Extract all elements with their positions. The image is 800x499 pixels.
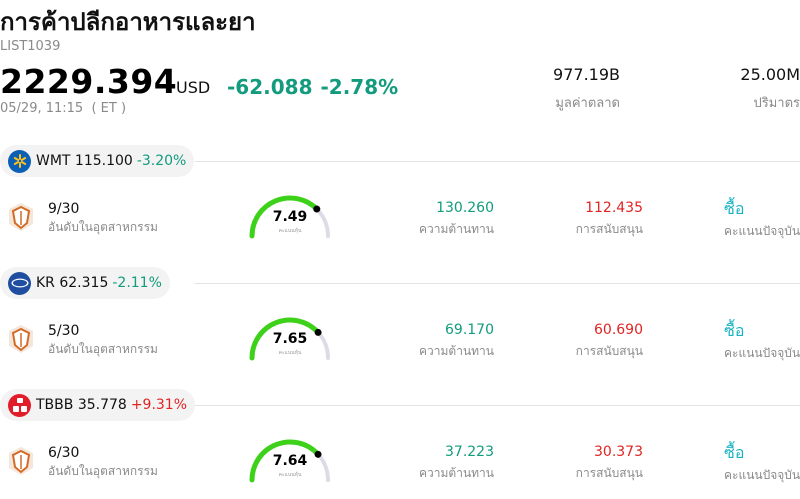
change-value: -62.088 [227,75,313,99]
price-change: -62.088 -2.78% [227,75,398,99]
industry-rank-label: อันดับในอุตสาหกรรม [48,464,158,478]
stock-change: -2.11% [112,275,162,291]
support-label: การสนับสนุน [575,222,643,236]
row-divider [195,283,800,284]
stock-ticker: KR 62.315 [36,275,109,291]
rating-label: คะแนนปัจจุบัน [724,224,800,238]
stock-pill-wmt[interactable]: WMT 115.100 -3.20% [0,145,195,177]
rating-buy[interactable]: ซื้อ [724,199,745,218]
index-price: 2229.394 [0,62,178,101]
gauge-marker [314,450,322,458]
rating-label: คะแนนปัจจุบัน [724,468,800,482]
market-cap-stat: 977.19B มูลค่าตลาด [553,65,620,113]
stock-ticker: TBBB 35.778 [36,397,127,413]
gauge-marker [314,328,322,336]
industry-rank: 5/30 [48,323,80,339]
rating-buy[interactable]: ซื้อ [724,443,745,462]
rating-label: คะแนนปัจจุบัน [724,346,800,360]
company-logo [8,149,31,173]
rank-shield-icon [8,324,34,354]
gauge-marker [313,205,321,213]
stock-pill-kr[interactable]: KR 62.315 -2.11% [0,267,170,299]
support-value: 112.435 [585,200,643,216]
industry-rank-label: อันดับในอุตสาหกรรม [48,220,158,234]
industry-rank-label: อันดับในอุตสาหกรรม [48,342,158,356]
score-gauge [249,317,330,361]
volume-stat: 25.00M ปริมาตร [740,65,800,113]
volume-label: ปริมาตร [753,96,800,111]
stock-score-caption: คะแนนหุ้น [278,472,302,478]
rank-shield-icon [8,202,34,232]
support-label: การสนับสนุน [575,344,643,358]
row-divider [195,161,800,162]
rank-shield-icon [8,446,34,476]
industry-rank: 6/30 [48,445,80,461]
gauge-fill [249,195,320,239]
company-logo [8,393,31,417]
rating-buy[interactable]: ซื้อ [724,321,745,340]
resistance-label: ความต้านทาน [419,344,494,358]
stock-pill-tbbb[interactable]: TBBB 35.778 +9.31% [0,389,196,421]
stock-change: +9.31% [130,397,188,413]
resistance-value: 69.170 [445,322,494,338]
industry-rank: 9/30 [48,201,80,217]
stock-score: 7.49 [272,209,308,225]
change-percent: -2.78% [320,75,399,99]
resistance-value: 37.223 [445,444,494,460]
stock-score-caption: คะแนนหุ้น [278,350,302,356]
page-title: การค้าปลีกอาหารและยา [0,8,256,36]
timestamp: 05/29, 11:15 ( ET ) [0,101,127,116]
stock-change: -3.20% [136,153,187,169]
stock-score: 7.65 [272,331,308,347]
stock-score-caption: คะแนนหุ้น [278,228,302,234]
company-logo [8,271,31,295]
list-code: LIST1039 [0,39,61,54]
market-cap-label: มูลค่าตลาด [555,96,620,111]
currency-label: USD [176,78,211,97]
market-cap-value: 977.19B [553,65,620,84]
support-value: 60.690 [594,322,643,338]
gauge-fill [249,317,321,361]
score-gauge [249,195,330,239]
resistance-value: 130.260 [436,200,494,216]
score-gauge [249,439,330,483]
volume-value: 25.00M [740,65,800,84]
resistance-label: ความต้านทาน [419,222,494,236]
stock-score: 7.64 [272,453,308,469]
stock-ticker: WMT 115.100 [36,153,133,169]
gauge-fill [249,439,321,483]
support-value: 30.373 [594,444,643,460]
support-label: การสนับสนุน [575,466,643,480]
row-divider [195,405,800,406]
resistance-label: ความต้านทาน [419,466,494,480]
